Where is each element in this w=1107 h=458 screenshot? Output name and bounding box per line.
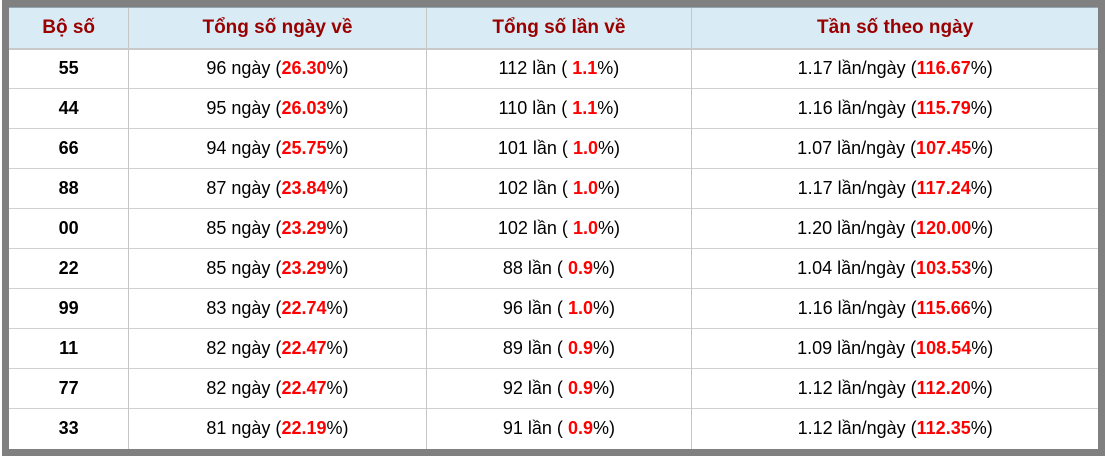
total-times-cell: 92 lần ( 0.9%)	[425, 368, 692, 409]
total-times-cell: 91 lần ( 0.9%)	[425, 408, 692, 449]
frequency-cell: 1.20 lần/ngày (120.00%)	[691, 208, 1098, 249]
table-row: 33 81 ngày (22.19%) 91 lần ( 0.9%) 1.12 …	[9, 408, 1098, 449]
total-days-cell: 87 ngày (23.84%)	[128, 168, 427, 209]
table-row: 88 87 ngày (23.84%) 102 lần ( 1.0%) 1.17…	[9, 168, 1098, 209]
percentage-value: 1.0	[572, 218, 598, 238]
percentage-value: 22.74	[281, 298, 327, 318]
total-days-cell: 85 ngày (23.29%)	[128, 248, 427, 289]
frequency-cell: 1.07 lần/ngày (107.45%)	[691, 128, 1098, 169]
percentage-value: 117.24	[916, 178, 971, 198]
pair-cell: 44	[9, 88, 129, 129]
percentage-value: 0.9	[567, 418, 593, 439]
table-row: 66 94 ngày (25.75%) 101 lần ( 1.0%) 1.07…	[9, 128, 1098, 169]
frequency-cell: 1.09 lần/ngày (108.54%)	[691, 328, 1098, 369]
percentage-value: 26.30	[281, 58, 327, 79]
percentage-value: 1.1	[572, 58, 598, 79]
percentage-value: 1.0	[572, 178, 598, 198]
total-times-cell: 96 lần ( 1.0%)	[425, 288, 692, 329]
table-body: 55 96 ngày (26.30%) 112 lần ( 1.1%) 1.17…	[9, 48, 1098, 449]
total-days-cell: 83 ngày (22.74%)	[128, 288, 427, 329]
total-days-cell: 82 ngày (22.47%)	[128, 368, 427, 409]
percentage-value: 1.0	[572, 138, 598, 158]
percentage-value: 22.47	[281, 378, 327, 398]
frequency-cell: 1.12 lần/ngày (112.20%)	[691, 368, 1098, 409]
percentage-value: 0.9	[567, 258, 593, 278]
total-times-cell: 88 lần ( 0.9%)	[425, 248, 692, 289]
total-times-cell: 112 lần ( 1.1%)	[425, 48, 692, 89]
total-times-cell: 110 lần ( 1.1%)	[425, 88, 692, 129]
pair-cell: 33	[9, 408, 129, 449]
total-days-cell: 96 ngày (26.30%)	[128, 48, 427, 89]
header-total-days: Tổng số ngày về	[128, 7, 427, 50]
total-times-cell: 101 lần ( 1.0%)	[425, 128, 692, 169]
percentage-value: 23.29	[281, 258, 327, 278]
pair-cell: 77	[9, 368, 129, 409]
frequency-cell: 1.17 lần/ngày (117.24%)	[691, 168, 1098, 209]
pair-cell: 11	[9, 328, 129, 369]
table-row: 77 82 ngày (22.47%) 92 lần ( 0.9%) 1.12 …	[9, 368, 1098, 409]
percentage-value: 115.79	[916, 98, 971, 118]
percentage-value: 108.54	[916, 338, 972, 358]
percentage-value: 26.03	[281, 98, 327, 118]
total-days-cell: 85 ngày (23.29%)	[128, 208, 427, 249]
percentage-value: 0.9	[567, 378, 593, 398]
total-times-cell: 102 lần ( 1.0%)	[425, 168, 692, 209]
pair-cell: 88	[9, 168, 129, 209]
total-times-cell: 102 lần ( 1.0%)	[425, 208, 692, 249]
frequency-cell: 1.16 lần/ngày (115.66%)	[691, 288, 1098, 329]
percentage-value: 120.00	[916, 218, 972, 238]
percentage-value: 1.1	[572, 98, 598, 118]
pair-cell: 00	[9, 208, 129, 249]
table-row: 00 85 ngày (23.29%) 102 lần ( 1.0%) 1.20…	[9, 208, 1098, 249]
percentage-value: 116.67	[916, 58, 971, 79]
table-row: 99 83 ngày (22.74%) 96 lần ( 1.0%) 1.16 …	[9, 288, 1098, 329]
pair-cell: 66	[9, 128, 129, 169]
percentage-value: 115.66	[916, 298, 971, 318]
header-total-times: Tổng số lần về	[425, 7, 692, 50]
total-times-cell: 89 lần ( 0.9%)	[425, 328, 692, 369]
pair-cell: 99	[9, 288, 129, 329]
percentage-value: 0.9	[567, 338, 593, 358]
percentage-value: 112.35	[916, 418, 971, 439]
percentage-value: 22.19	[281, 418, 327, 439]
percentage-value: 23.29	[281, 218, 327, 238]
table-row: 11 82 ngày (22.47%) 89 lần ( 0.9%) 1.09 …	[9, 328, 1098, 369]
total-days-cell: 95 ngày (26.03%)	[128, 88, 427, 129]
header-frequency-per-day: Tần số theo ngày	[691, 7, 1098, 50]
frequency-cell: 1.16 lần/ngày (115.79%)	[691, 88, 1098, 129]
lottery-stats-table: Bộ số Tổng số ngày về Tổng số lần về Tần…	[9, 7, 1098, 449]
total-days-cell: 81 ngày (22.19%)	[128, 408, 427, 449]
total-days-cell: 94 ngày (25.75%)	[128, 128, 427, 169]
header-pair: Bộ số	[9, 7, 129, 50]
table-header: Bộ số Tổng số ngày về Tổng số lần về Tần…	[9, 7, 1098, 50]
percentage-value: 112.20	[916, 378, 971, 398]
percentage-value: 23.84	[281, 178, 327, 198]
percentage-value: 103.53	[916, 258, 972, 278]
percentage-value: 1.0	[567, 298, 593, 318]
pair-cell: 55	[9, 48, 129, 89]
frequency-cell: 1.04 lần/ngày (103.53%)	[691, 248, 1098, 289]
header-row: Bộ số Tổng số ngày về Tổng số lần về Tần…	[9, 7, 1098, 50]
percentage-value: 25.75	[281, 138, 327, 158]
percentage-value: 22.47	[281, 338, 327, 358]
table-row: 55 96 ngày (26.30%) 112 lần ( 1.1%) 1.17…	[9, 48, 1098, 89]
frequency-cell: 1.17 lần/ngày (116.67%)	[691, 48, 1098, 89]
table-row: 22 85 ngày (23.29%) 88 lần ( 0.9%) 1.04 …	[9, 248, 1098, 289]
table-row: 44 95 ngày (26.03%) 110 lần ( 1.1%) 1.16…	[9, 88, 1098, 129]
frequency-cell: 1.12 lần/ngày (112.35%)	[691, 408, 1098, 449]
pair-cell: 22	[9, 248, 129, 289]
total-days-cell: 82 ngày (22.47%)	[128, 328, 427, 369]
percentage-value: 107.45	[916, 138, 972, 158]
